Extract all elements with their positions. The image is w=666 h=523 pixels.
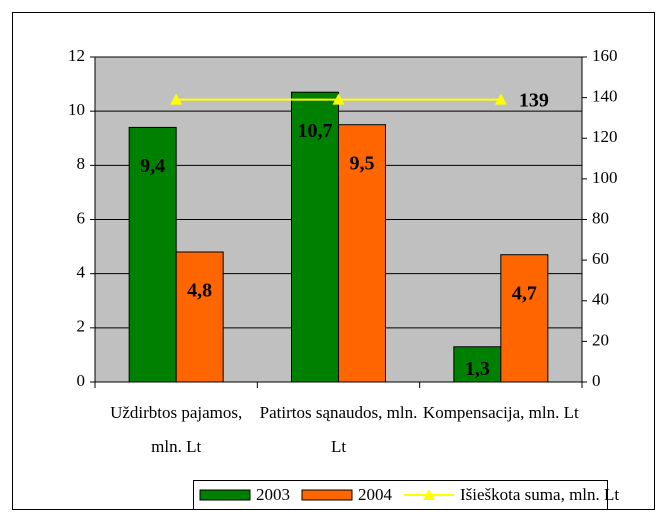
- line-marker: [494, 93, 507, 105]
- y-tick-label: 0: [77, 371, 86, 390]
- y-tick-label: 2: [77, 317, 86, 336]
- legend: 2003 2004 Išieškota suma, mln. Lt: [193, 480, 619, 510]
- bar: [500, 254, 549, 383]
- legend-label: 2003: [256, 485, 290, 504]
- y-tick-label: 10: [68, 100, 85, 119]
- y-tick-label: 4: [77, 263, 86, 282]
- line-marker: [170, 93, 183, 105]
- y2-tick-label: 160: [592, 46, 618, 65]
- legend-label: 2004: [358, 485, 393, 504]
- data-label: 1,3: [465, 358, 490, 380]
- y2-tick-label: 140: [592, 87, 618, 106]
- y2-tick-label: 20: [592, 330, 609, 349]
- x-tick-label: Kompensacija, mln. Lt: [423, 403, 579, 422]
- y2-tick-label: 60: [592, 249, 609, 268]
- y2-tick-label: 80: [592, 208, 609, 227]
- y2-tick-label: 40: [592, 290, 609, 309]
- y2-tick-label: 120: [592, 127, 618, 146]
- bar: [291, 91, 339, 383]
- data-label: 4,8: [187, 280, 212, 302]
- legend-swatch: [199, 489, 251, 501]
- data-label: 139: [519, 89, 549, 111]
- data-label: 4,7: [512, 282, 537, 304]
- bar: [128, 126, 177, 383]
- x-tick-label: Patirtos sąnaudos, mln. Lt: [260, 403, 418, 456]
- y-tick-label: 6: [77, 208, 86, 227]
- y-tick-label: 12: [68, 46, 85, 65]
- x-tick-label: Uždirbtos pajamos, mln. Lt: [110, 403, 242, 456]
- line-marker: [332, 93, 345, 105]
- data-label: 9,5: [350, 152, 375, 174]
- bar: [175, 251, 224, 383]
- y-tick-label: 8: [77, 154, 86, 173]
- data-label: 9,4: [140, 155, 165, 177]
- legend-swatch: [423, 489, 435, 500]
- y2-tick-label: 0: [592, 371, 601, 390]
- bar: [338, 124, 386, 383]
- y2-tick-label: 100: [592, 168, 618, 187]
- legend-frame: [193, 480, 608, 510]
- legend-swatch: [301, 489, 353, 501]
- legend-label: Išieškota suma, mln. Lt: [460, 485, 619, 504]
- data-label: 10,7: [298, 120, 333, 142]
